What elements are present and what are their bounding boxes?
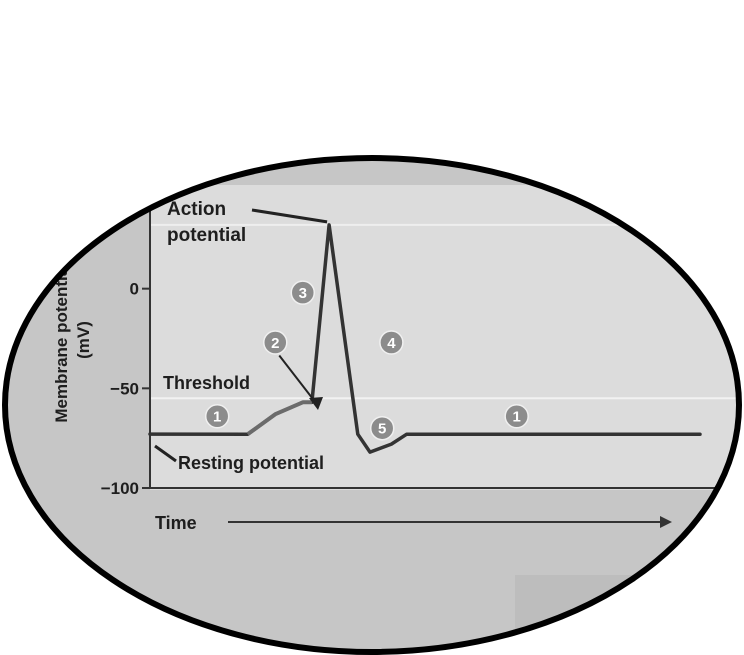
phase-marker-label: 3 xyxy=(299,285,307,302)
phase-marker-label: 4 xyxy=(387,335,396,352)
y-axis-label-line-1: Membrane potential xyxy=(52,262,71,423)
phase-marker-circle xyxy=(263,330,288,355)
phase-markers: 1 2 3 4 5 1 xyxy=(204,280,529,441)
phase-marker-label: 1 xyxy=(512,409,520,426)
phase-marker-label: 5 xyxy=(378,421,386,438)
time-arrow-head xyxy=(660,516,672,528)
action-potential-label-line-2: potential xyxy=(167,225,246,246)
y-tick-label: 0 xyxy=(130,280,139,299)
phase-marker-circle xyxy=(379,330,404,355)
annotations: Action potential Threshold Resting potentia… xyxy=(154,199,328,473)
axes xyxy=(149,185,739,489)
y-axis-label: Membrane potential (mV) xyxy=(52,257,93,422)
resting-potential-pointer xyxy=(154,444,177,463)
threshold-pointer xyxy=(278,354,317,404)
y-tick-label: +50 xyxy=(110,180,139,199)
lower-panel xyxy=(515,575,739,652)
phase-marker-circle xyxy=(290,280,316,305)
y-tick-label: −50 xyxy=(110,379,139,398)
oval-frame xyxy=(2,155,742,655)
phase-marker-circle xyxy=(369,415,395,441)
phase-marker-label: 1 xyxy=(213,409,221,426)
phase-marker-circle xyxy=(504,403,529,429)
resting-potential-label: Resting potential xyxy=(178,453,324,473)
y-axis-label-line-2: (mV) xyxy=(74,321,93,359)
x-axis-label: Time xyxy=(155,513,197,533)
phase-marker-label: 2 xyxy=(271,335,279,352)
phase-marker-circle xyxy=(204,403,230,429)
action-potential-pointer xyxy=(251,208,328,224)
depolarization-segment xyxy=(246,400,312,436)
threshold-label: Threshold xyxy=(163,373,250,393)
threshold-pointer-head xyxy=(309,397,323,410)
y-tick-label: −100 xyxy=(101,479,139,498)
action-potential-label-line-1: Action xyxy=(167,199,226,220)
membrane-potential-curve xyxy=(148,223,702,454)
